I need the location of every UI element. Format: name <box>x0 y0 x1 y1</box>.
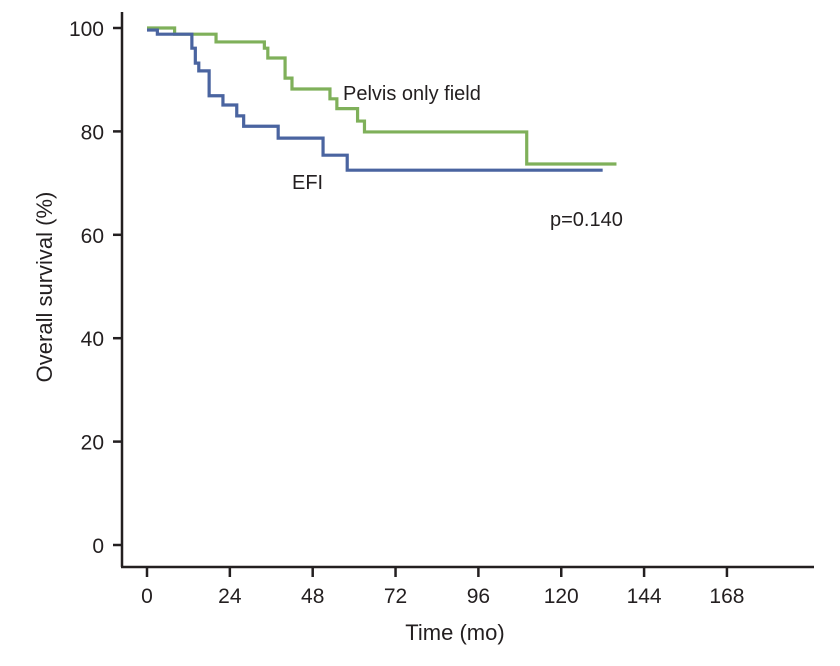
x-tick-label-120: 120 <box>544 585 579 608</box>
y-ticks: 0 20 40 60 80 100 <box>69 18 122 558</box>
y-tick-label-40: 40 <box>81 328 104 351</box>
x-tick-label-96: 96 <box>467 585 490 608</box>
pelvis-series-label: Pelvis only field <box>343 83 481 105</box>
y-tick-label-80: 80 <box>81 121 104 144</box>
series-line-pelvis-only-field <box>147 26 617 166</box>
x-tick-label-0: 0 <box>141 585 153 608</box>
x-tick-label-72: 72 <box>384 585 407 608</box>
y-tick-label-0: 0 <box>92 535 104 558</box>
axes <box>120 12 814 569</box>
series-group <box>147 26 617 172</box>
p-value-annotation: p=0.140 <box>550 209 623 231</box>
y-tick-label-60: 60 <box>81 225 104 248</box>
x-axis-title: Time (mo) <box>405 620 504 645</box>
y-axis-title: Overall survival (%) <box>32 192 57 383</box>
x-tick-label-144: 144 <box>627 585 662 608</box>
x-tick-label-48: 48 <box>301 585 324 608</box>
series-line-efi <box>147 28 603 172</box>
y-tick-label-100: 100 <box>69 18 104 41</box>
x-tick-label-168: 168 <box>709 585 744 608</box>
y-tick-label-20: 20 <box>81 432 104 455</box>
x-tick-label-24: 24 <box>218 585 242 608</box>
x-ticks: 0 24 48 72 96 120 144 168 <box>141 567 744 608</box>
efi-series-label: EFI <box>292 172 323 194</box>
